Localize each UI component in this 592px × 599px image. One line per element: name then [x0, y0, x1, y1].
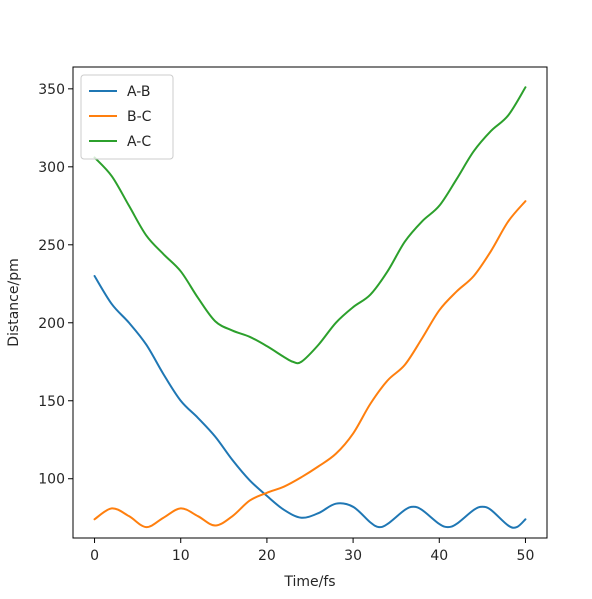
x-axis-label: Time/fs: [283, 574, 335, 590]
legend-label: A-B: [127, 84, 150, 100]
axes-frame: [72, 66, 548, 539]
series-line-a-b: [93, 274, 527, 529]
y-tick-label: 100: [38, 472, 65, 488]
series-line-b-c: [93, 200, 527, 529]
x-axis: 0 10 20 30 40 50: [90, 538, 534, 564]
y-tick-label: 300: [38, 160, 65, 176]
x-tick-label: 30: [344, 548, 362, 564]
legend-box: [80, 74, 174, 160]
y-tick-label: 200: [38, 316, 65, 332]
x-tick-label: 0: [90, 548, 99, 564]
y-tick-label: 150: [38, 394, 65, 410]
x-tick-label: 50: [517, 548, 535, 564]
x-tick-label: 10: [172, 548, 190, 564]
legend-label: A-C: [127, 134, 151, 150]
y-axis: 100 150 200 250 300 350: [38, 82, 73, 488]
plot-lines: [93, 86, 527, 529]
y-tick-label: 350: [38, 82, 65, 98]
y-tick-label: 250: [38, 238, 65, 254]
legend: A-B B-C A-C: [80, 74, 174, 160]
legend-label: B-C: [127, 109, 152, 125]
y-axis-label: Distance/pm: [6, 258, 22, 346]
series-line-a-c: [93, 86, 527, 365]
x-tick-label: 40: [430, 548, 448, 564]
x-tick-label: 20: [258, 548, 276, 564]
